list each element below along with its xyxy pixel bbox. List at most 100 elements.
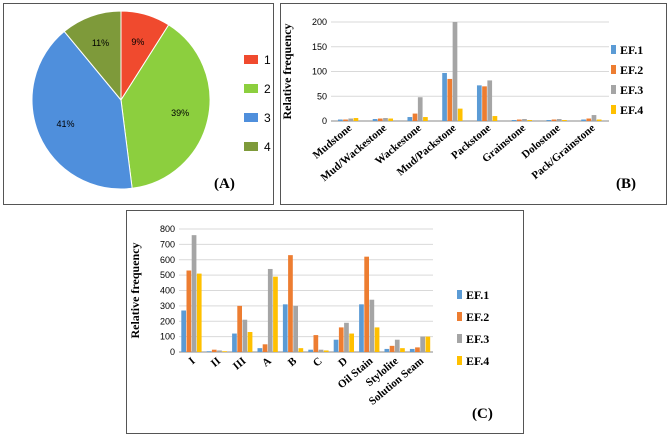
bar-ef3-9 <box>420 336 425 353</box>
bar-ef4-3 <box>457 108 463 122</box>
bar-ef3-5 <box>318 349 324 352</box>
bar-ef2-7 <box>364 256 369 352</box>
bar-ef2-6 <box>551 119 557 121</box>
legend-swatch <box>244 142 258 151</box>
pie-value-label: 39% <box>171 108 189 118</box>
bar-ef3-4 <box>487 80 493 121</box>
bar-ef2-7 <box>586 118 592 121</box>
legend-label: EF.2 <box>466 310 489 324</box>
bar-ef2-8 <box>389 345 395 352</box>
y-tick-label: 200 <box>312 17 327 27</box>
legend-swatch <box>244 84 258 93</box>
bar-ef1-1 <box>206 351 212 352</box>
bar-ef4-3 <box>273 276 278 352</box>
bar-ef2-9 <box>415 347 420 352</box>
bar-ef4-6 <box>349 333 354 352</box>
bar-ef2-3 <box>262 344 268 352</box>
bar-ef2-2 <box>412 113 418 121</box>
legend-swatch <box>457 312 462 321</box>
panel-a-tag: (A) <box>214 176 235 192</box>
x-tick-label: Pack/Grainstone <box>529 122 597 182</box>
bar-ef4-6 <box>562 120 567 121</box>
bar-ef4-1 <box>222 351 227 352</box>
y-tick-label: 200 <box>160 316 175 326</box>
bar-ef2-4 <box>288 255 293 352</box>
panel-b: 0 50 100 150 200 Mudstone Mud/Wackestone Wackes… <box>280 3 667 205</box>
bar-ef3-7 <box>591 115 597 121</box>
x-tick-label: II <box>209 355 223 370</box>
y-tick-label: 150 <box>312 42 327 52</box>
legend-swatch <box>611 65 616 74</box>
y-tick-label: 600 <box>160 255 175 265</box>
y-tick-label: 50 <box>317 91 327 101</box>
bar-ef2-2 <box>237 305 242 353</box>
pie-value-label: 11% <box>92 38 109 48</box>
bar-ef3-2 <box>417 97 423 121</box>
bar-ef1-3 <box>257 348 263 352</box>
y-tick-label: 0 <box>170 347 175 357</box>
y-tick-label: 800 <box>160 224 175 234</box>
x-tick-label: A <box>260 355 274 369</box>
bar-ef3-6 <box>556 119 562 121</box>
bar-ef4-9 <box>425 336 431 353</box>
bar-ef3-3 <box>267 268 273 352</box>
bar-ef2-0 <box>186 270 192 352</box>
bar-ef3-7 <box>369 299 375 352</box>
legend-swatch <box>457 290 462 299</box>
pie-value-label: 9% <box>131 37 144 47</box>
bar-ef1-4 <box>282 304 288 352</box>
legend-swatch <box>611 45 616 54</box>
bar-ef1-1 <box>372 119 378 121</box>
x-tick-label: Mud/Packstone <box>395 122 459 178</box>
legend-swatch <box>457 334 462 343</box>
bar-ef3-1 <box>383 118 388 121</box>
bar-ef1-9 <box>409 348 415 352</box>
bar-ef1-0 <box>181 310 186 352</box>
bar-ef2-0 <box>343 119 348 121</box>
bar-ef3-8 <box>394 339 400 352</box>
y-axis-label: Relative frequency <box>281 23 294 119</box>
bar-ef3-0 <box>191 235 197 352</box>
y-tick-label: 300 <box>160 301 175 311</box>
bar-ef1-3 <box>442 72 447 121</box>
x-tick-label: III <box>231 355 249 372</box>
bar-ef4-2 <box>247 332 253 352</box>
y-tick-label: 700 <box>160 239 175 249</box>
legend-label: 2 <box>264 82 271 96</box>
bar-ef4-5 <box>527 120 533 121</box>
bar-ef1-5 <box>511 120 517 121</box>
legend-swatch <box>244 55 258 64</box>
legend-swatch <box>244 113 258 122</box>
bar-ef1-2 <box>232 333 237 352</box>
bar-ef4-7 <box>374 327 380 352</box>
bar-ef2-1 <box>211 349 217 352</box>
legend-label: EF.1 <box>620 43 643 57</box>
x-tick-label: C <box>311 355 325 369</box>
legend-label: EF.3 <box>620 83 643 97</box>
pie-value-label: 41% <box>56 119 74 129</box>
bar-ef1-8 <box>384 348 390 352</box>
legend-label: EF.3 <box>466 332 489 346</box>
legend-label: 3 <box>264 111 271 125</box>
legend-label: EF.4 <box>620 103 643 117</box>
bar-ef4-7 <box>596 119 602 121</box>
bar-ef2-5 <box>313 335 319 352</box>
bar-ef1-6 <box>333 339 339 352</box>
legend-swatch <box>457 356 462 365</box>
bar-ef4-1 <box>388 118 394 121</box>
legend-label: 1 <box>264 53 271 67</box>
bar-ef3-2 <box>242 319 248 352</box>
panel-c-tag: (C) <box>472 406 493 422</box>
bar-ef3-1 <box>217 350 222 352</box>
bar-ef2-3 <box>447 78 453 121</box>
bar-ef1-4 <box>476 85 482 121</box>
pie-chart: 9% 39% 41% 11% 1 2 3 4 <box>31 10 271 190</box>
bar-ef3-5 <box>522 119 527 121</box>
x-tick-label: D <box>336 355 350 369</box>
bar-ef3-6 <box>344 322 349 352</box>
bar-ef4-4 <box>492 116 498 121</box>
y-tick-label: 100 <box>160 332 175 342</box>
bar-ef3-3 <box>452 22 458 121</box>
legend-label: 4 <box>264 140 271 154</box>
